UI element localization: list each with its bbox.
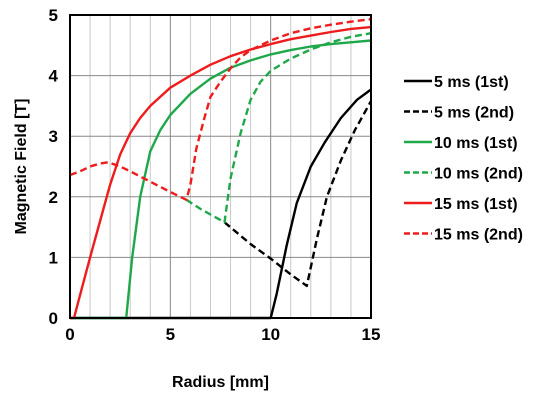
y-tick-label: 3 [49, 127, 58, 146]
series-line-1 [70, 88, 372, 320]
series-line-5 [70, 25, 372, 320]
series-line-4 [185, 32, 372, 224]
legend-label: 5 ms (1st) [434, 74, 509, 91]
legend-label: 15 ms (1st) [434, 196, 518, 213]
x-tick-label: 15 [362, 325, 381, 344]
grid [70, 15, 371, 318]
y-axis-title: Magnetic Field [T] [13, 99, 30, 235]
y-tick-label: 2 [49, 188, 58, 207]
y-tick-label: 1 [49, 248, 58, 267]
series-line-3 [70, 39, 372, 320]
x-tick-label: 10 [261, 325, 280, 344]
legend-label: 10 ms (2nd) [434, 166, 523, 183]
x-tick-label: 0 [65, 325, 74, 344]
tick-labels: 0 5 10 15 0 1 2 3 4 5 [49, 6, 381, 344]
y-tick-label: 0 [49, 309, 58, 328]
series-line-6 [69, 18, 372, 201]
legend-label: 10 ms (1st) [434, 135, 518, 152]
legend-label: 15 ms (2nd) [434, 227, 523, 244]
legend: 5 ms (1st) 5 ms (2nd) 10 ms (1st) 10 ms (2n… [404, 74, 523, 244]
x-axis-title: Radius [mm] [172, 374, 269, 391]
series-line-2 [223, 100, 373, 288]
y-tick-label: 5 [49, 6, 58, 25]
y-tick-label: 4 [49, 67, 59, 86]
x-tick-label: 5 [166, 325, 175, 344]
series-layer [69, 18, 373, 320]
plot-frame [69, 14, 372, 319]
legend-label: 5 ms (2nd) [434, 105, 514, 122]
